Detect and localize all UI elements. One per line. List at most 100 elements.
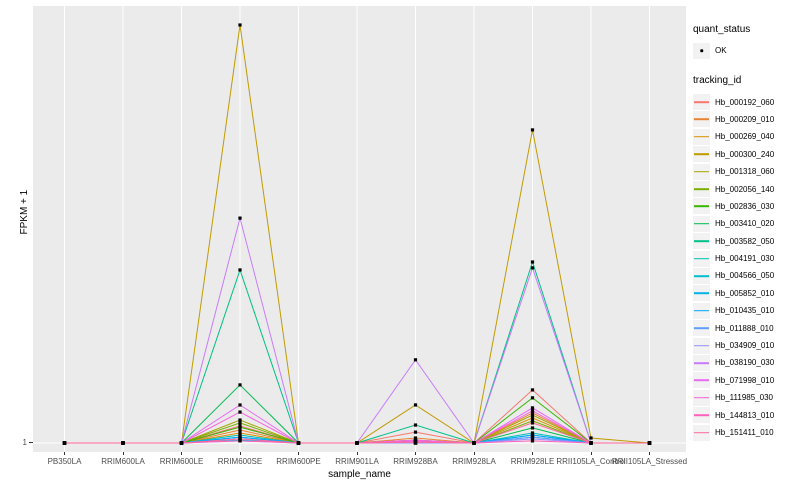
legend-color-line: [694, 275, 709, 277]
data-point: [530, 431, 535, 435]
legend-item-Hb_011888_010[interactable]: Hb_011888_010: [693, 319, 799, 337]
legend-item-label: Hb_038190_030: [715, 358, 775, 368]
legend-item-Hb_001318_060[interactable]: Hb_001318_060: [693, 163, 799, 180]
legend-item-Hb_004566_050[interactable]: Hb_004566_050: [693, 267, 799, 284]
data-point: [530, 435, 535, 439]
data-point: [530, 396, 535, 400]
legend-item-Hb_071998_010[interactable]: Hb_071998_010: [693, 372, 799, 389]
legend-item-label: Hb_004566_050: [715, 271, 775, 281]
y-axis-title: FPKM + 1: [18, 189, 30, 235]
legend-item-Hb_003582_050[interactable]: Hb_003582_050: [693, 233, 799, 250]
data-point: [238, 216, 242, 220]
legend-item-Hb_038190_030[interactable]: Hb_038190_030: [693, 354, 799, 371]
legend-key-box: [693, 285, 710, 302]
legend-item-Hb_000192_060[interactable]: Hb_000192_060: [693, 93, 799, 111]
x-tick-label-RRIM600PE: RRIM600PE: [276, 457, 321, 466]
legend-key-box: [693, 320, 710, 337]
legend-key-box: [693, 215, 710, 232]
x-tick-mark: [239, 452, 241, 455]
data-point: [413, 423, 418, 427]
data-point: [62, 441, 67, 445]
legend-item-Hb_003410_020[interactable]: Hb_003410_020: [693, 215, 799, 232]
legend-item-label: Hb_003582_050: [715, 236, 775, 246]
data-point: [238, 23, 242, 27]
x-tick-label-RRIM901LA: RRIM901LA: [335, 457, 379, 466]
legend-color-line: [694, 257, 709, 260]
data-point: [530, 409, 535, 413]
legend-key-box: [693, 128, 710, 145]
legend-item-label: OK: [715, 46, 727, 56]
legend-color-line: [694, 344, 709, 347]
data-point: [121, 441, 125, 445]
legend-item-ok[interactable]: OK: [693, 42, 799, 59]
legend-color-line: [694, 205, 709, 208]
legend-key-box: [693, 42, 710, 59]
data-point: [530, 388, 535, 392]
legend-item-Hb_000300_240[interactable]: Hb_000300_240: [693, 146, 799, 163]
legend-item-label: Hb_004191_030: [715, 254, 775, 264]
legend-tracking-id-items: Hb_000192_060 Hb_000209_010 Hb_000269_040 H…: [693, 93, 799, 441]
legend-title-quant-status: quant_status: [693, 24, 751, 35]
data-point: [179, 441, 184, 445]
x-tick-mark: [415, 452, 416, 455]
legend-key-box: [693, 146, 710, 163]
legend-key-box: [693, 233, 710, 250]
data-point: [530, 411, 535, 415]
data-point: [238, 428, 242, 432]
x-tick-label-RRIM928BA: RRIM928BA: [393, 457, 438, 466]
legend-item-label: Hb_144813_010: [715, 410, 775, 420]
x-tick-mark: [122, 452, 124, 455]
legend-color-line: [694, 223, 709, 225]
legend-item-Hb_151411_010[interactable]: Hb_151411_010: [693, 424, 799, 441]
legend-color-line: [694, 362, 709, 364]
data-point: [530, 406, 535, 410]
legend-color-line: [694, 431, 709, 434]
data-point: [530, 437, 535, 441]
legend-color-line: [694, 309, 709, 312]
data-point: [472, 441, 476, 445]
legend-item-label: Hb_034909_010: [715, 341, 775, 351]
legend-item-Hb_000269_040[interactable]: Hb_000269_040: [693, 128, 799, 145]
legend-item-Hb_144813_010[interactable]: Hb_144813_010: [693, 406, 799, 424]
legend-item-label: Hb_151411_010: [715, 428, 774, 437]
x-tick-label-PB350LA: PB350LA: [47, 457, 82, 466]
data-point: [238, 433, 242, 437]
legend-item-label: Hb_000300_240: [715, 149, 775, 159]
data-point: [355, 441, 359, 445]
x-tick-label-RRII105LA_Control: RRII105LA_Control: [556, 457, 626, 466]
legend-color-line: [694, 292, 709, 295]
legend-color-line: [694, 379, 709, 382]
legend-key-box: [693, 372, 710, 389]
data-point: [530, 439, 535, 443]
legend-key-box: [693, 407, 710, 424]
legend-item-Hb_034909_010[interactable]: Hb_034909_010: [693, 337, 799, 354]
x-tick-mark: [649, 452, 650, 455]
x-tick-label-RRIM600LA: RRIM600LA: [101, 457, 145, 466]
legend-item-label: Hb_011888_010: [715, 323, 774, 333]
x-tick-label-RRIM928LE: RRIM928LE: [510, 457, 555, 466]
data-point: [530, 419, 535, 423]
x-tick-label-RRII105LA_Stressed: RRII105LA_Stressed: [611, 457, 688, 466]
plot-panel: [33, 6, 686, 452]
x-axis-title: sample_name: [328, 469, 391, 480]
legend-item-Hb_005852_010[interactable]: Hb_005852_010: [693, 285, 799, 302]
legend-item-Hb_002056_140[interactable]: Hb_002056_140: [693, 180, 799, 198]
data-point: [530, 426, 535, 430]
legend-item-label: Hb_071998_010: [715, 375, 775, 385]
data-point: [530, 128, 535, 132]
legend-item-Hb_000209_010[interactable]: Hb_000209_010: [693, 111, 799, 128]
legend-item-Hb_010435_010[interactable]: Hb_010435_010: [693, 302, 799, 319]
legend-key-box: [693, 424, 710, 441]
legend-color-line: [694, 327, 709, 329]
data-point: [530, 416, 535, 420]
legend-item-label: Hb_003410_020: [715, 219, 775, 229]
legend-key-box: [693, 267, 710, 284]
legend-key-box: [693, 389, 710, 406]
legend-key-box: [693, 354, 710, 371]
legend-item-Hb_002836_030[interactable]: Hb_002836_030: [693, 198, 799, 215]
legend-item-label: Hb_005852_010: [715, 288, 775, 298]
legend-color-line: [694, 101, 709, 103]
legend-item-Hb_004191_030[interactable]: Hb_004191_030: [693, 250, 799, 267]
legend: quant_status OK tracking_id Hb_000192_06…: [693, 24, 799, 441]
legend-item-Hb_111985_030[interactable]: Hb_111985_030: [693, 389, 799, 406]
